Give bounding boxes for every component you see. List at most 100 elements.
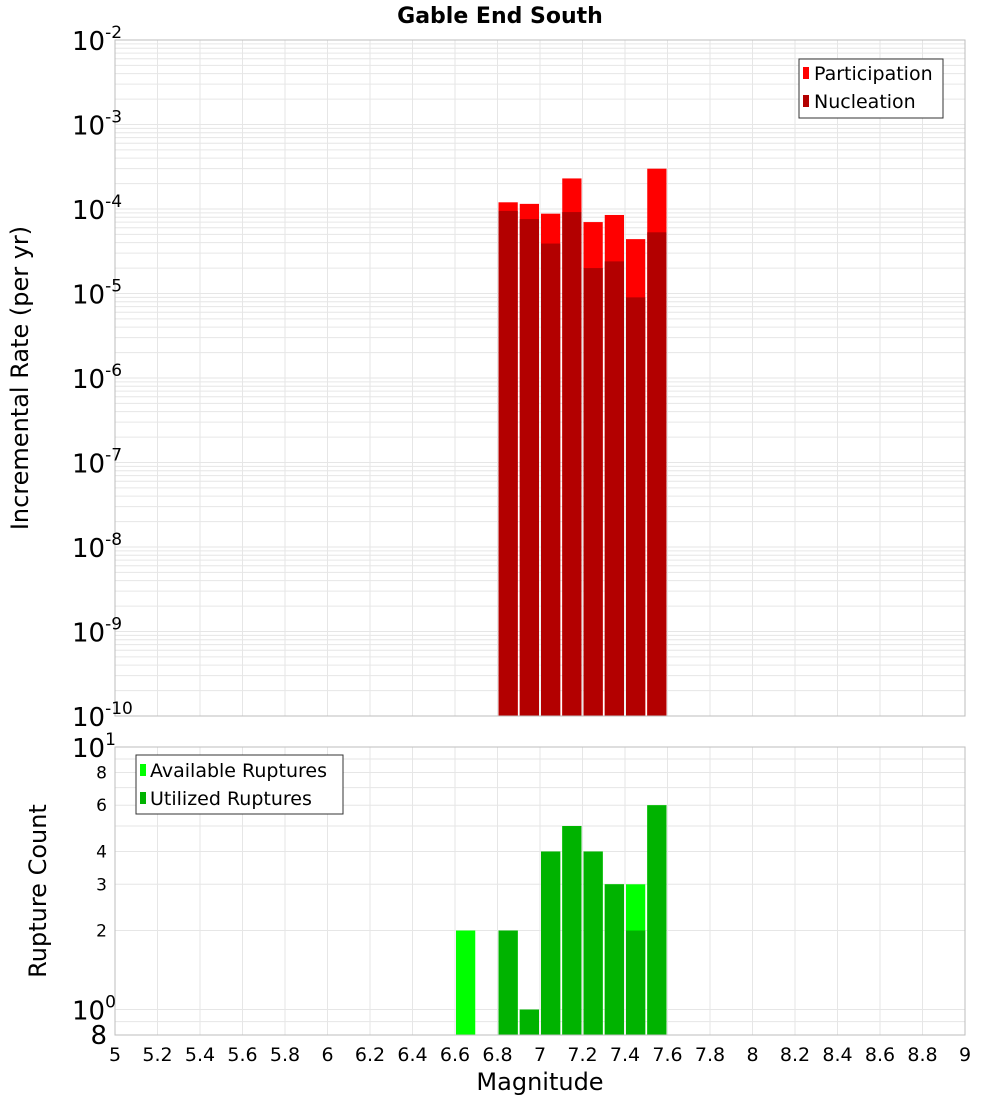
- top-y-tick-label: 10-7: [72, 446, 122, 480]
- bottom-legend: Available Ruptures Utilized Ruptures: [135, 754, 344, 815]
- x-tick-label: 5.4: [185, 1044, 215, 1066]
- top-y-tick-label: 10-9: [72, 615, 122, 649]
- nucleation-bar: [647, 232, 667, 716]
- x-tick-label: 8.2: [780, 1044, 810, 1066]
- top-y-tick-label: 10-10: [72, 699, 133, 733]
- top-legend: Participation Nucleation: [798, 58, 944, 119]
- legend-label-available: Available Ruptures: [150, 760, 327, 782]
- x-tick-label: 5: [109, 1044, 121, 1066]
- tick-exponent: -7: [105, 446, 122, 466]
- legend-swatch-utilized: [140, 792, 146, 804]
- tick-base: 10: [72, 365, 105, 395]
- bottom-bars: [456, 805, 667, 1035]
- tick-base: 10: [72, 534, 105, 564]
- x-tick-label: 6.8: [482, 1044, 512, 1066]
- nucleation-bar: [519, 219, 539, 716]
- top-y-tick-label: 10-2: [72, 23, 122, 57]
- x-tick-label: 5.8: [270, 1044, 300, 1066]
- tick-base: 10: [72, 734, 105, 764]
- x-tick-label: 6.4: [397, 1044, 427, 1066]
- legend-label-nucleation: Nucleation: [814, 91, 916, 113]
- bottom-y-tick-major: 101: [72, 730, 116, 764]
- utilized-ruptures-bar: [647, 805, 667, 1035]
- tick-base: 10: [72, 112, 105, 142]
- bottom-y-tick-minor: 4: [96, 842, 107, 862]
- tick-base: 10: [72, 997, 105, 1027]
- top-y-axis-label: Incremental Rate (per yr): [6, 226, 34, 530]
- tick-exponent: -5: [105, 277, 122, 297]
- legend-label-utilized: Utilized Ruptures: [150, 788, 312, 810]
- nucleation-bar: [604, 261, 624, 716]
- bottom-y-axis-label: Rupture Count: [24, 804, 52, 978]
- tick-exponent: 1: [105, 730, 116, 750]
- utilized-ruptures-bar: [626, 930, 646, 1035]
- x-tick-label: 7.6: [652, 1044, 682, 1066]
- bottom-plot-frame: [114, 746, 966, 1036]
- top-gridlines: [114, 40, 966, 717]
- bottom-y-tick-minor: 2: [96, 922, 107, 942]
- x-tick-label: 6: [321, 1044, 333, 1066]
- top-y-tick-label: 10-4: [72, 192, 122, 226]
- tick-base: 10: [72, 450, 105, 480]
- x-tick-label: 7.2: [567, 1044, 597, 1066]
- x-tick-label: 6.6: [440, 1044, 470, 1066]
- x-tick-label: 5.6: [227, 1044, 257, 1066]
- nucleation-bar: [583, 268, 603, 716]
- bottom-y-tick-minor: 8: [96, 763, 107, 783]
- tick-exponent: -10: [105, 699, 133, 719]
- tick-exponent: -9: [105, 615, 122, 635]
- legend-swatch-participation: [803, 67, 809, 79]
- nucleation-bar: [562, 212, 582, 716]
- nucleation-bar: [498, 210, 518, 716]
- utilized-ruptures-bar: [604, 884, 624, 1035]
- x-axis-label: Magnitude: [476, 1068, 603, 1096]
- top-plot-frame: [114, 39, 966, 717]
- x-tick-label: 7: [534, 1044, 546, 1066]
- top-y-tick-label: 10-3: [72, 108, 122, 142]
- utilized-ruptures-bar: [583, 851, 603, 1035]
- top-bars: [498, 168, 667, 717]
- utilized-ruptures-bar: [519, 1009, 539, 1035]
- legend-swatch-available: [140, 764, 146, 776]
- tick-exponent: 0: [105, 993, 116, 1013]
- nucleation-bar: [626, 297, 646, 716]
- x-tick-label: 8.8: [907, 1044, 937, 1066]
- bottom-y-tick-minor: 6: [96, 796, 107, 816]
- x-tick-label: 8: [746, 1044, 758, 1066]
- chart-title: Gable End South: [397, 4, 603, 29]
- tick-exponent: -4: [105, 192, 122, 212]
- x-tick-label: 8.6: [865, 1044, 895, 1066]
- utilized-ruptures-bar: [498, 930, 518, 1035]
- top-y-tick-label: 10-8: [72, 530, 122, 564]
- top-legend-box: [798, 58, 944, 119]
- bottom-y-tick-major: 100: [72, 993, 116, 1027]
- top-plot-panel: 10-210-310-410-510-610-710-810-910-10 Pa…: [72, 23, 966, 733]
- tick-exponent: -6: [105, 361, 122, 381]
- x-tick-labels: 5 5.2 5.4 5.6 5.8 6 6.2 6.4 6.6 6.8 7 7.2 7.4 7.6 7.8 8…: [109, 1044, 971, 1066]
- top-y-tick-label: 10-6: [72, 361, 122, 395]
- tick-base: 10: [72, 281, 105, 311]
- available-ruptures-bar: [456, 930, 476, 1035]
- tick-base: 10: [72, 703, 105, 733]
- tick-base: 10: [72, 27, 105, 57]
- top-y-tick-labels: 10-210-310-410-510-610-710-810-910-10: [72, 23, 133, 733]
- nucleation-bar: [541, 243, 561, 716]
- bottom-y-tick-minor: 3: [96, 875, 107, 895]
- legend-swatch-nucleation: [803, 95, 809, 107]
- tick-exponent: -2: [105, 23, 122, 43]
- legend-label-participation: Participation: [814, 63, 933, 85]
- x-tick-label: 9: [959, 1044, 971, 1066]
- top-y-tick-label: 10-5: [72, 277, 122, 311]
- utilized-ruptures-bar: [541, 851, 561, 1035]
- x-tick-label: 5.2: [142, 1044, 172, 1066]
- bottom-y-tick-minor: 8: [90, 1021, 107, 1051]
- tick-exponent: -8: [105, 530, 122, 550]
- utilized-ruptures-bar: [562, 826, 582, 1035]
- bottom-legend-box: [135, 754, 344, 815]
- x-tick-label: 8.4: [822, 1044, 852, 1066]
- x-tick-label: 7.4: [610, 1044, 640, 1066]
- tick-base: 10: [72, 196, 105, 226]
